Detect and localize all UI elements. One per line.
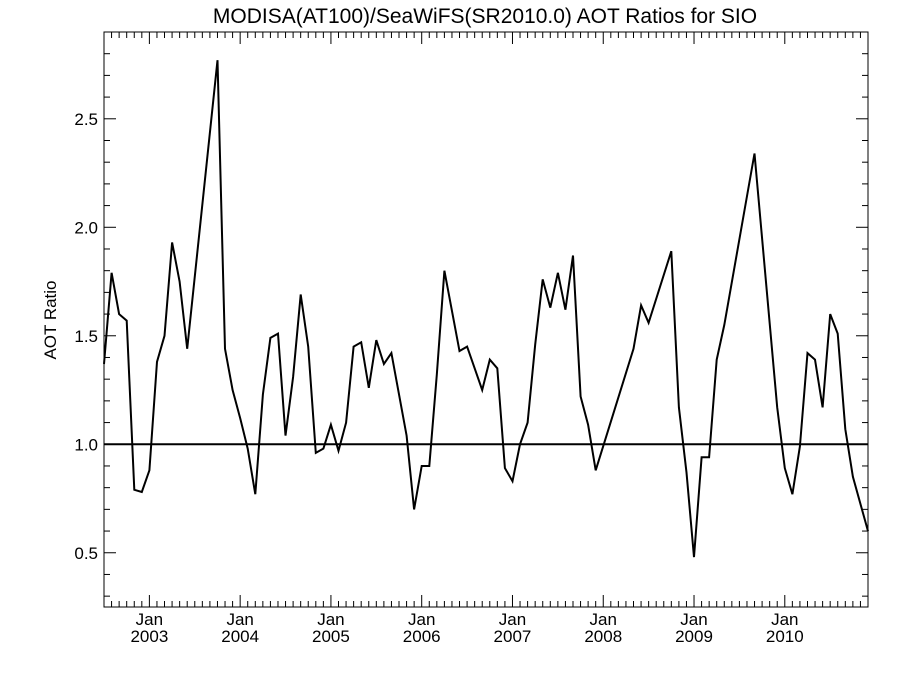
- x-tick-label-month: Jan: [408, 610, 435, 629]
- chart-title: MODISA(AT100)/SeaWiFS(SR2010.0) AOT Rati…: [213, 5, 757, 28]
- x-tick-label-month: Jan: [771, 610, 798, 629]
- y-tick-label: 1.0: [74, 435, 98, 454]
- y-axis-label: AOT Ratio: [41, 280, 60, 359]
- x-tick-label-year: 2010: [766, 627, 804, 646]
- series-line: [103, 60, 869, 558]
- x-tick-label-month: Jan: [317, 610, 344, 629]
- plot-area: 0.51.01.52.02.5Jan2003Jan2004Jan2005Jan2…: [74, 31, 869, 646]
- x-tick-label-year: 2003: [130, 627, 168, 646]
- plot-frame: [103, 31, 869, 608]
- y-tick-label: 2.0: [74, 218, 98, 237]
- y-tick-label: 0.5: [74, 544, 98, 563]
- x-tick-label-year: 2004: [221, 627, 259, 646]
- x-tick-label-year: 2007: [494, 627, 532, 646]
- y-tick-label: 1.5: [74, 327, 98, 346]
- x-tick-label-month: Jan: [226, 610, 253, 629]
- y-tick-label: 2.5: [74, 110, 98, 129]
- x-tick-label-month: Jan: [590, 610, 617, 629]
- x-tick-label-month: Jan: [136, 610, 163, 629]
- x-tick-label-year: 2008: [584, 627, 622, 646]
- x-tick-label-year: 2009: [675, 627, 713, 646]
- x-tick-label-month: Jan: [499, 610, 526, 629]
- x-tick-label-year: 2005: [312, 627, 350, 646]
- x-tick-label-month: Jan: [680, 610, 707, 629]
- x-tick-label-year: 2006: [403, 627, 441, 646]
